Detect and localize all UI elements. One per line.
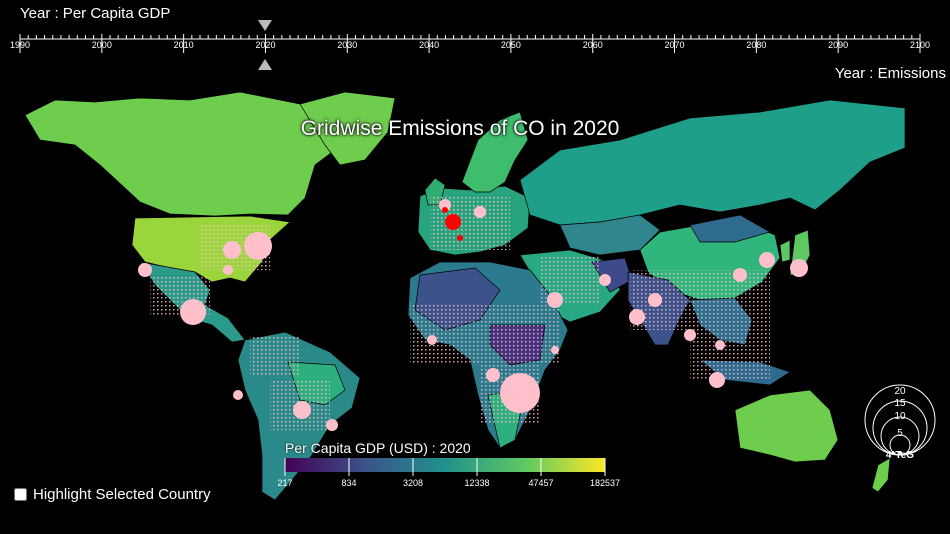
legend-tick-label: 834 bbox=[341, 478, 356, 488]
year-timeline[interactable]: 1990 2000 2010 2020 2030 2040 2050 2060 2070 2080… bbox=[10, 34, 930, 53]
highlight-selected-country[interactable]: Highlight Selected Country bbox=[14, 486, 211, 503]
country-new-zealand bbox=[871, 457, 891, 493]
country-australia bbox=[734, 389, 839, 463]
timeline-tick-label: 2040 bbox=[419, 40, 439, 50]
country-scandinavia bbox=[461, 111, 529, 193]
legend-tick-label: 3208 bbox=[403, 478, 423, 488]
country-canada bbox=[24, 91, 346, 217]
country-greenland bbox=[299, 91, 396, 166]
country-korea bbox=[779, 239, 791, 263]
timeline-tick-label: 2090 bbox=[828, 40, 848, 50]
timeline-tick-label: 2020 bbox=[255, 40, 275, 50]
legend-ticks: 217 834 3208 12338 47457 182537 bbox=[277, 458, 620, 488]
timeline-ticks: 1990 2000 2010 2020 2030 2040 2050 2060 2070 2080… bbox=[10, 34, 930, 53]
size-legend-10: 10 bbox=[894, 411, 906, 422]
country-mongolia bbox=[689, 214, 771, 243]
timeline-tick-label: 2060 bbox=[583, 40, 603, 50]
timeline-tick-label: 2010 bbox=[174, 40, 194, 50]
timeline-tick-label: 2080 bbox=[746, 40, 766, 50]
legend-tick-label: 217 bbox=[277, 478, 292, 488]
legend-tick-label: 47457 bbox=[528, 478, 553, 488]
timeline-tick-label: 2050 bbox=[501, 40, 521, 50]
size-legend-unit: 4*TeG bbox=[886, 450, 914, 461]
gdp-year-label: Year : Per Capita GDP bbox=[20, 5, 171, 22]
timeline-tick-label: 2030 bbox=[337, 40, 357, 50]
size-legend-5: 5 bbox=[897, 428, 903, 439]
size-legend-15: 15 bbox=[894, 398, 906, 409]
highlight-checkbox[interactable] bbox=[14, 488, 27, 501]
selected-country-marker[interactable] bbox=[442, 207, 463, 241]
country-kazakhstan bbox=[559, 214, 661, 256]
timeline-tick-label: 1990 bbox=[10, 40, 30, 50]
emissions-year-handle[interactable] bbox=[258, 59, 272, 70]
gdp-year-handle[interactable] bbox=[258, 20, 272, 31]
highlight-label: Highlight Selected Country bbox=[33, 486, 211, 503]
gdp-color-legend: 217 834 3208 12338 47457 182537 bbox=[277, 458, 620, 488]
map-title: Gridwise Emissions of CO in 2020 bbox=[300, 117, 620, 140]
size-legend-20: 20 bbox=[894, 386, 906, 397]
gdp-legend-title: Per Capita GDP (USD) : 2020 bbox=[285, 440, 471, 456]
emission-size-legend: 20 15 10 5 4*TeG bbox=[864, 384, 936, 461]
legend-tick-label: 12338 bbox=[464, 478, 489, 488]
emission-circles bbox=[138, 199, 808, 431]
gdp-color-ramp bbox=[285, 458, 605, 472]
emissions-year-label: Year : Emissions bbox=[834, 65, 946, 82]
timeline-tick-label: 2070 bbox=[665, 40, 685, 50]
legend-tick-label: 182537 bbox=[590, 478, 620, 488]
timeline-tick-label: 2100 bbox=[910, 40, 930, 50]
timeline-tick-label: 2000 bbox=[92, 40, 112, 50]
